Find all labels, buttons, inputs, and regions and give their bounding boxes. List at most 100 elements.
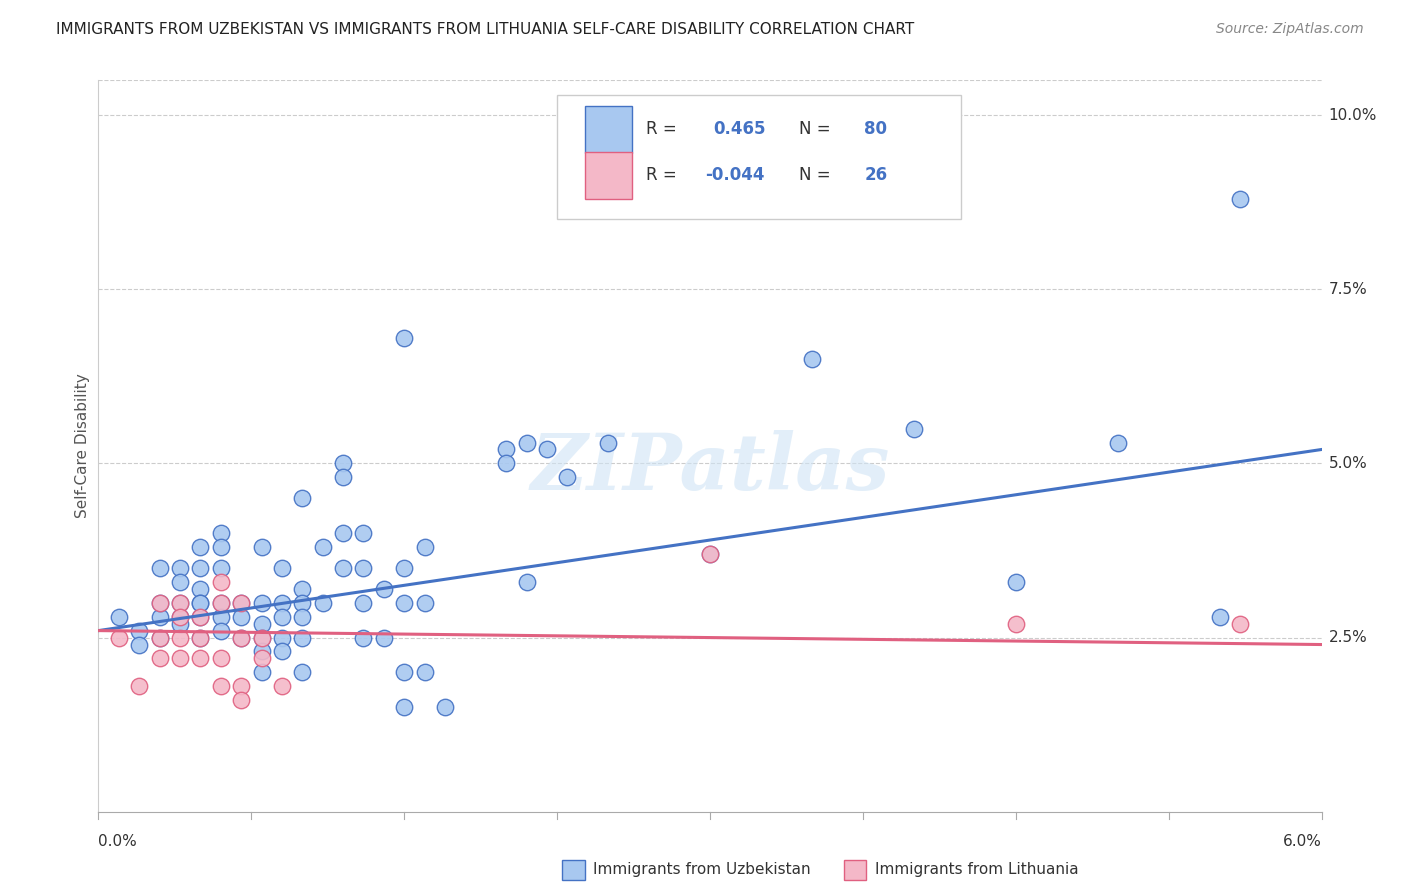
Point (209, 624, 232, 638)
Point (250, 665, 273, 680)
Point (1229, 616, 1251, 631)
Point (332, 561, 354, 575)
Point (598, 435, 620, 450)
Point (311, 596, 335, 610)
Point (352, 526, 374, 541)
Text: 10.0%: 10.0% (1329, 108, 1376, 122)
Point (291, 609, 314, 624)
Point (231, 631, 253, 645)
Point (1004, 574, 1026, 589)
Point (128, 638, 150, 652)
Point (270, 644, 292, 658)
Point (392, 596, 416, 610)
Text: IMMIGRANTS FROM UZBEKISTAN VS IMMIGRANTS FROM LITHUANIA SELF-CARE DISABILITY COR: IMMIGRANTS FROM UZBEKISTAN VS IMMIGRANTS… (56, 22, 914, 37)
Point (270, 631, 292, 645)
Point (699, 547, 721, 561)
Point (231, 631, 253, 645)
Point (332, 457, 354, 471)
Text: 5.0%: 5.0% (1329, 456, 1368, 471)
Point (291, 596, 314, 610)
Text: 6.0%: 6.0% (1282, 834, 1322, 849)
Point (149, 651, 172, 665)
Point (188, 540, 212, 554)
Text: 2.5%: 2.5% (1329, 630, 1368, 645)
Point (1208, 609, 1232, 624)
Point (250, 540, 273, 554)
Point (108, 609, 131, 624)
Point (209, 609, 232, 624)
Point (516, 435, 538, 450)
Point (392, 700, 416, 714)
Point (270, 679, 292, 693)
Point (311, 540, 335, 554)
Bar (585, 152, 631, 199)
Point (332, 470, 354, 484)
Point (231, 693, 253, 707)
Text: R =: R = (647, 120, 682, 138)
Point (392, 561, 416, 575)
Point (209, 679, 232, 693)
Text: ZIPatlas: ZIPatlas (530, 430, 890, 506)
Point (433, 700, 456, 714)
Point (291, 631, 314, 645)
Text: 0.0%: 0.0% (98, 834, 138, 849)
Text: 0.465: 0.465 (714, 120, 766, 138)
Point (270, 561, 292, 575)
Point (392, 331, 416, 345)
Point (270, 609, 292, 624)
Point (250, 596, 273, 610)
Point (231, 596, 253, 610)
Point (188, 582, 212, 596)
Point (352, 561, 374, 575)
Point (149, 561, 172, 575)
Point (536, 442, 558, 457)
Point (413, 665, 436, 680)
Point (209, 574, 232, 589)
Point (169, 561, 191, 575)
Point (373, 631, 395, 645)
Text: -0.044: -0.044 (706, 167, 765, 185)
Point (699, 547, 721, 561)
Bar (585, 105, 631, 153)
Point (169, 596, 191, 610)
Point (392, 665, 416, 680)
Point (413, 596, 436, 610)
Point (516, 574, 538, 589)
Point (169, 631, 191, 645)
Point (801, 351, 824, 366)
Point (250, 631, 273, 645)
Point (209, 596, 232, 610)
Point (169, 596, 191, 610)
Point (231, 679, 253, 693)
Point (903, 421, 925, 435)
Point (291, 582, 314, 596)
Point (128, 624, 150, 638)
Point (413, 540, 436, 554)
Point (188, 609, 212, 624)
Point (149, 631, 172, 645)
Point (209, 540, 232, 554)
Point (250, 644, 273, 658)
Point (209, 596, 232, 610)
Point (1004, 616, 1026, 631)
Point (352, 631, 374, 645)
Point (555, 470, 579, 484)
Point (1229, 192, 1251, 206)
Text: Source: ZipAtlas.com: Source: ZipAtlas.com (1216, 22, 1364, 37)
Point (188, 596, 212, 610)
Point (250, 651, 273, 665)
Point (209, 561, 232, 575)
Text: 26: 26 (865, 167, 887, 185)
Point (149, 596, 172, 610)
Point (352, 596, 374, 610)
Point (231, 596, 253, 610)
Point (209, 526, 232, 541)
Point (373, 582, 395, 596)
Text: N =: N = (800, 120, 837, 138)
Point (332, 526, 354, 541)
Point (149, 596, 172, 610)
Point (169, 574, 191, 589)
Point (188, 631, 212, 645)
Point (188, 631, 212, 645)
Text: N =: N = (800, 167, 837, 185)
